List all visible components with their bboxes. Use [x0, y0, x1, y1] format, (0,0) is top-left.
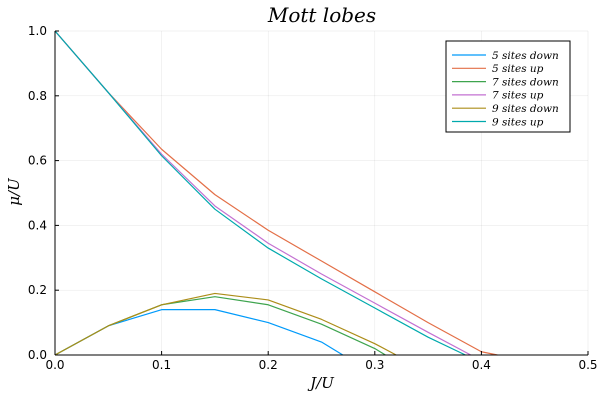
y-tick-label: 0.8 — [28, 89, 47, 103]
x-tick-label: 0.5 — [578, 358, 597, 372]
axes — [54, 30, 589, 356]
x-axis-label: J/U — [307, 374, 335, 392]
y-tick-label: 0.0 — [28, 348, 47, 362]
legend-label: 5 sites down — [492, 50, 559, 62]
legend-label: 7 sites down — [492, 76, 559, 88]
legend-label: 7 sites up — [492, 90, 544, 102]
y-axis-label: μ/U — [5, 177, 23, 206]
series-lines — [54, 30, 498, 356]
legend-label: 9 sites up — [492, 116, 544, 128]
legend-label: 9 sites down — [492, 103, 559, 115]
legend-box — [445, 40, 571, 133]
y-tick-label: 0.2 — [28, 283, 47, 297]
series-line-5 — [54, 292, 397, 356]
x-tick-label: 0.3 — [365, 358, 384, 372]
chart-title: Mott lobes — [267, 3, 376, 27]
legend-label: 5 sites up — [492, 63, 544, 75]
x-tick-label: 0.0 — [45, 358, 64, 372]
series-line-2 — [54, 30, 498, 356]
x-tick-label: 0.4 — [472, 358, 491, 372]
y-tick-labels: 0.0 0.2 0.4 0.6 0.8 1.0 — [28, 24, 47, 362]
series-line-6 — [54, 30, 466, 356]
x-tick-labels: 0.0 0.1 0.2 0.3 0.4 0.5 — [45, 358, 597, 372]
x-tick-label: 0.1 — [152, 358, 171, 372]
y-tick-label: 1.0 — [28, 24, 47, 38]
y-tick-label: 0.4 — [28, 218, 47, 232]
y-tick-label: 0.6 — [28, 154, 47, 168]
x-tick-label: 0.2 — [259, 358, 278, 372]
